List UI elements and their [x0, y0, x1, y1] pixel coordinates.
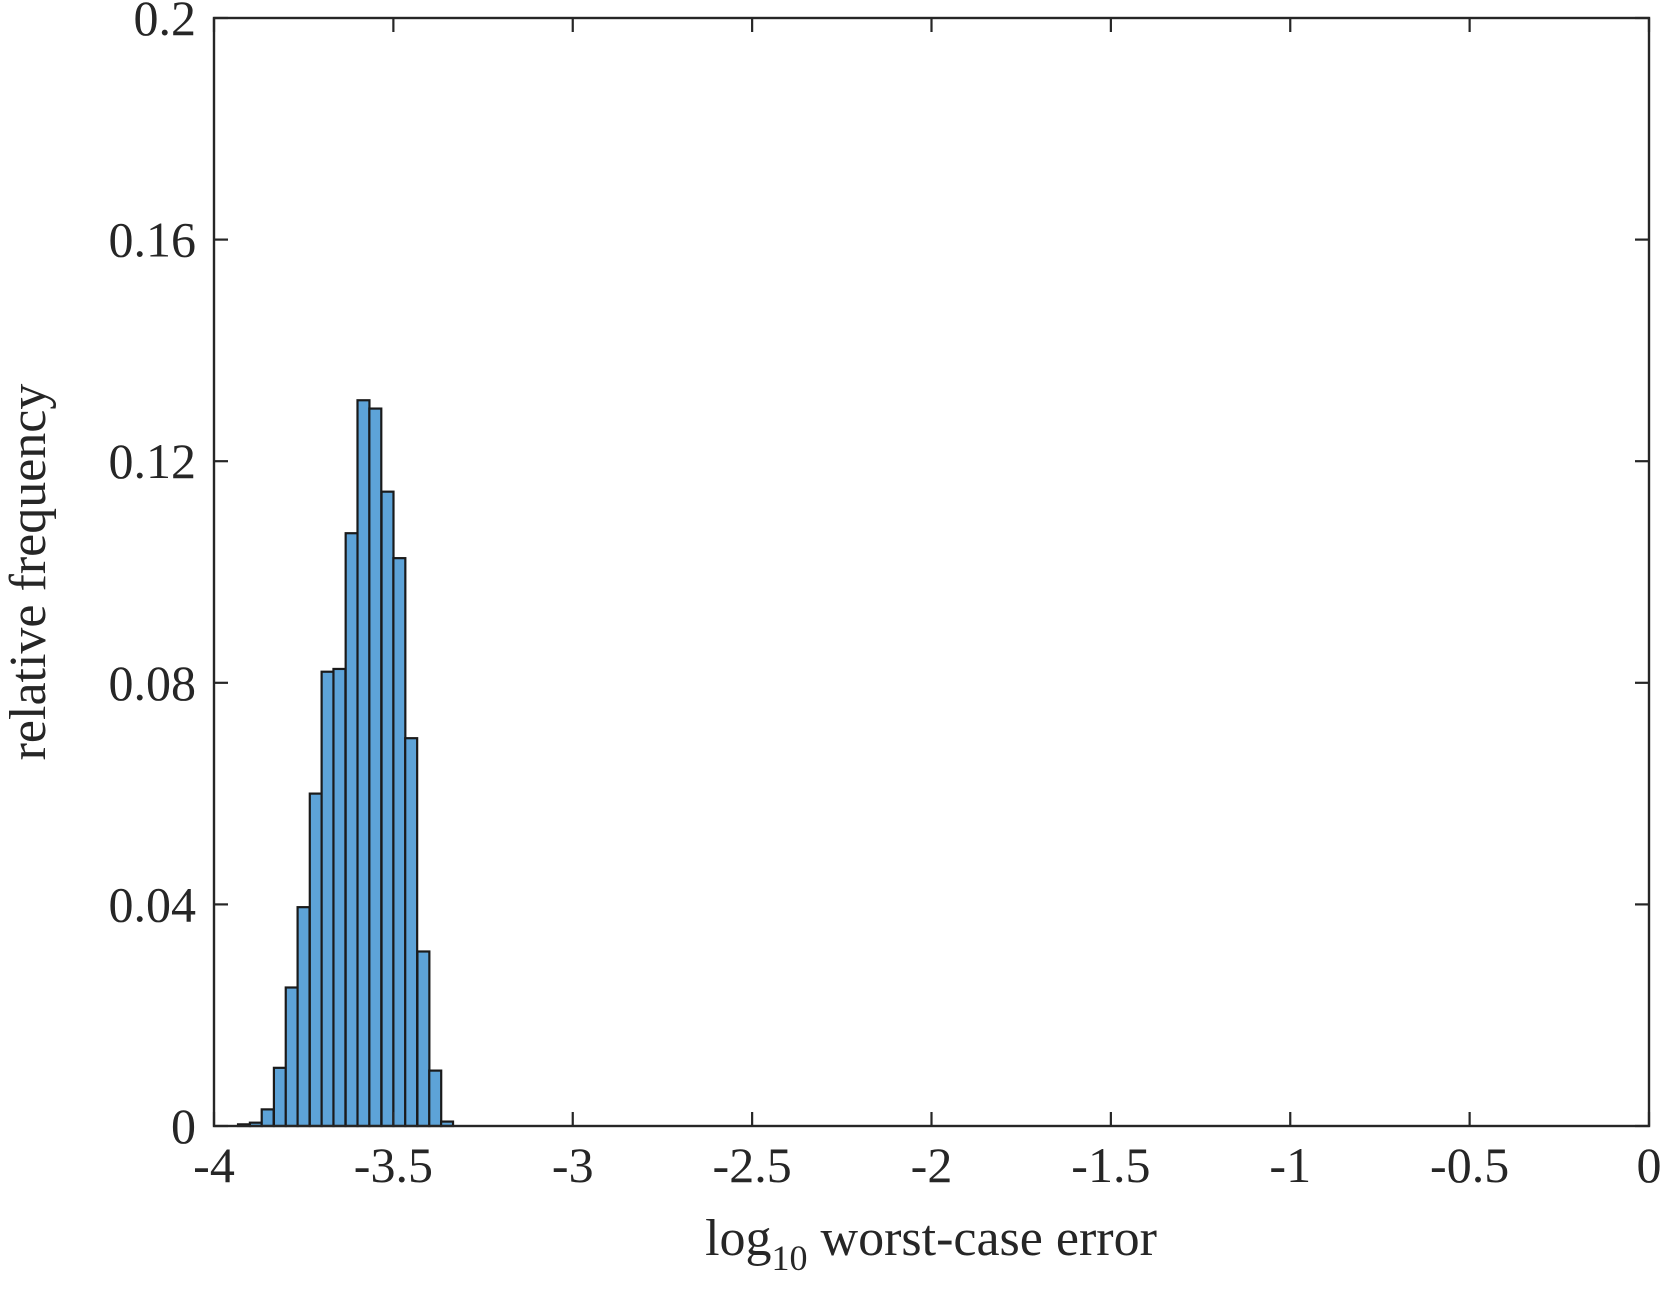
histogram-bar [272, 1066, 287, 1128]
histogram-bar [356, 399, 371, 1128]
histogram-bar [308, 792, 323, 1128]
x-axis-label-subscript: 10 [772, 1238, 808, 1278]
histogram-bar [368, 407, 383, 1128]
y-tick-label: 0.2 [134, 0, 197, 46]
histogram-bar [260, 1108, 275, 1128]
y-tick-label: 0 [171, 1098, 196, 1154]
histogram-bar [416, 950, 431, 1128]
x-axis-label-rest: worst-case error [808, 1210, 1157, 1267]
histogram-bar [332, 667, 347, 1128]
x-tick-label: -2.5 [713, 1137, 792, 1193]
histogram-bar [392, 557, 407, 1128]
y-tick-label: 0.12 [109, 433, 197, 489]
bars-group [236, 399, 455, 1128]
y-tick-label: 0.16 [109, 212, 197, 268]
x-tick-label: -4 [193, 1137, 235, 1193]
x-tick-label: 0 [1637, 1137, 1661, 1193]
x-tick-label: -3.5 [354, 1137, 433, 1193]
x-axis-label: log10 worst-case error [705, 1210, 1157, 1278]
y-tick-labels: 0 0.04 0.08 0.12 0.16 0.2 [109, 0, 197, 1154]
histogram-bar [320, 670, 335, 1128]
y-tick-label: 0.08 [109, 655, 197, 711]
x-tick-label: -1 [1269, 1137, 1311, 1193]
histogram-bar [428, 1069, 443, 1128]
x-tick-label: -1.5 [1071, 1137, 1150, 1193]
x-tick-label: -3 [552, 1137, 594, 1193]
x-tick-label: -0.5 [1430, 1137, 1509, 1193]
histogram-bar [296, 906, 311, 1128]
histogram-bar [404, 737, 419, 1128]
histogram-bar [344, 532, 359, 1128]
x-tick-label: -2 [911, 1137, 953, 1193]
x-tick-labels: -4 -3.5 -3 -2.5 -2 -1.5 -1 -0.5 0 [193, 1137, 1661, 1193]
histogram-bar [284, 986, 299, 1128]
y-tick-label: 0.04 [109, 876, 197, 932]
histogram-bar [380, 490, 395, 1128]
x-axis-label-main: log [705, 1210, 771, 1267]
plot-frame [212, 16, 1651, 1128]
y-axis-label: relative frequency [0, 384, 57, 761]
